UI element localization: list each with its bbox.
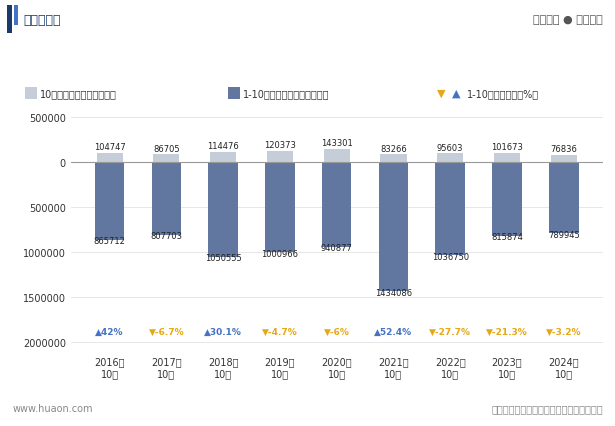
Text: 86705: 86705 <box>153 144 180 153</box>
Bar <box>379 163 408 291</box>
Text: ▲30.1%: ▲30.1% <box>204 327 242 336</box>
Text: 807703: 807703 <box>151 232 183 241</box>
Text: 104747: 104747 <box>94 143 125 152</box>
Text: ▼-6.7%: ▼-6.7% <box>149 327 184 336</box>
Text: 1434086: 1434086 <box>375 288 412 297</box>
Bar <box>25 88 37 100</box>
Text: 143301: 143301 <box>321 139 352 148</box>
Bar <box>381 155 407 163</box>
Bar <box>265 163 295 253</box>
Text: 1-10月进出口总额（万美元）: 1-10月进出口总额（万美元） <box>243 89 330 99</box>
Bar <box>152 163 181 235</box>
Text: 101673: 101673 <box>491 143 523 152</box>
Text: 数据来源：中国海关、华经产业研究院整理: 数据来源：中国海关、华经产业研究院整理 <box>491 403 603 413</box>
Text: 95603: 95603 <box>437 144 464 153</box>
Bar <box>210 152 236 163</box>
Bar <box>494 153 520 163</box>
Bar <box>14 6 18 26</box>
Text: ▼-27.7%: ▼-27.7% <box>429 327 471 336</box>
Text: 120373: 120373 <box>264 141 296 150</box>
Text: 114476: 114476 <box>207 142 239 151</box>
Bar <box>97 153 123 163</box>
Bar <box>492 163 522 236</box>
Text: 1-10月同比增速（%）: 1-10月同比增速（%） <box>467 89 539 99</box>
Text: 1000966: 1000966 <box>261 249 298 258</box>
Text: 815874: 815874 <box>491 232 523 242</box>
Text: 83266: 83266 <box>380 144 407 153</box>
Text: 940877: 940877 <box>321 244 352 253</box>
Text: ▼-4.7%: ▼-4.7% <box>262 327 298 336</box>
Text: ▼-21.3%: ▼-21.3% <box>486 327 528 336</box>
Text: ▲52.4%: ▲52.4% <box>375 327 413 336</box>
Bar <box>323 150 350 163</box>
Bar <box>550 155 577 163</box>
Bar <box>95 163 124 240</box>
Bar <box>435 163 465 256</box>
Text: 专业严谨 ● 客观科学: 专业严谨 ● 客观科学 <box>533 15 603 25</box>
Text: 76836: 76836 <box>550 145 577 154</box>
Bar <box>228 88 240 100</box>
Bar <box>7 6 12 35</box>
Text: www.huaon.com: www.huaon.com <box>12 403 93 413</box>
Bar <box>153 155 180 163</box>
Text: 789945: 789945 <box>548 230 579 239</box>
Text: ▲: ▲ <box>452 89 461 99</box>
Bar <box>322 163 351 247</box>
Text: 华经情报网: 华经情报网 <box>23 14 61 27</box>
Text: 2016-2024年10月山西省外商投资企业进出口总额: 2016-2024年10月山西省外商投资企业进出口总额 <box>161 51 454 69</box>
Text: ▲42%: ▲42% <box>95 327 124 336</box>
Text: ▼-3.2%: ▼-3.2% <box>546 327 582 336</box>
Text: 10月进出口总额（万美元）: 10月进出口总额（万美元） <box>40 89 117 99</box>
Text: 1036750: 1036750 <box>432 252 469 261</box>
Bar <box>208 163 238 257</box>
Text: 865712: 865712 <box>93 237 125 246</box>
Bar <box>267 152 293 163</box>
Text: 1050555: 1050555 <box>205 253 242 262</box>
Text: ▼: ▼ <box>437 89 445 99</box>
Bar <box>437 154 463 163</box>
Bar <box>549 163 579 233</box>
Text: ▼-6%: ▼-6% <box>323 327 350 336</box>
